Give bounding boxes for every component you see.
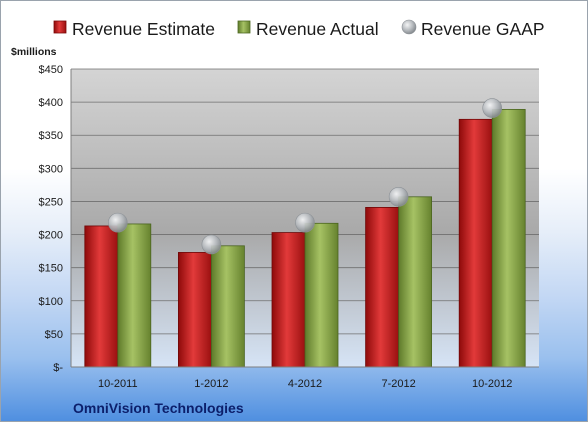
y-tick-label: $100 — [39, 296, 63, 308]
marker-revenue-gaap — [201, 234, 222, 255]
marker-revenue-gaap — [482, 98, 503, 118]
bars — [84, 108, 526, 368]
x-tick-label: 1-2012 — [194, 378, 228, 390]
legend-swatch-revenue-estimate — [53, 20, 67, 34]
y-tick-label: $200 — [39, 230, 63, 242]
marker-revenue-gaap — [108, 212, 128, 233]
y-axis-tick-labels: $- $50 $100 $150 $200 $250 $300 $350 $400 $450 — [39, 64, 64, 374]
gaap-markers — [108, 98, 503, 255]
marker-revenue-gaap — [295, 212, 315, 233]
legend-swatch-revenue-actual — [237, 20, 251, 34]
legend-item-revenue-estimate: Revenue Estimate — [53, 19, 215, 39]
bar-revenue-estimate — [365, 207, 400, 368]
legend-label-revenue-actual: Revenue Actual — [256, 19, 379, 39]
bar-revenue-estimate — [458, 118, 493, 368]
x-axis-tick-labels: 10-2011 1-2012 4-2012 7-2012 10-2012 — [98, 378, 512, 390]
bar-revenue-estimate — [84, 225, 119, 368]
y-tick-label: $450 — [39, 64, 63, 76]
legend-label-revenue-estimate: Revenue Estimate — [72, 19, 215, 39]
bar-revenue-actual — [398, 196, 433, 368]
bar-revenue-actual — [117, 223, 152, 368]
bar-revenue-actual — [210, 245, 245, 368]
bar-revenue-actual — [491, 108, 526, 368]
bar-revenue-estimate — [271, 232, 306, 368]
legend-item-revenue-gaap: Revenue GAAP — [401, 19, 545, 39]
x-tick-label: 10-2011 — [98, 378, 138, 390]
bar-revenue-actual — [304, 222, 339, 368]
legend-item-revenue-actual: Revenue Actual — [237, 19, 379, 39]
bar-revenue-estimate — [177, 252, 212, 368]
x-tick-label: 10-2012 — [472, 378, 512, 390]
marker-revenue-gaap — [388, 187, 409, 207]
y-tick-label: $400 — [39, 97, 63, 109]
y-tick-label: $250 — [39, 196, 63, 208]
y-axis-unit-label: $millions — [11, 46, 57, 58]
legend-swatch-revenue-gaap — [401, 19, 417, 35]
y-tick-label: $150 — [39, 263, 63, 275]
y-tick-label: $- — [53, 362, 63, 374]
legend-label-revenue-gaap: Revenue GAAP — [421, 19, 545, 39]
x-tick-label: 4-2012 — [288, 378, 322, 390]
legend: Revenue Estimate Revenue Actual Revenue … — [53, 19, 545, 39]
y-tick-label: $50 — [45, 329, 63, 341]
y-tick-label: $300 — [39, 163, 63, 175]
y-tick-label: $350 — [39, 130, 63, 142]
company-name: OmniVision Technologies — [73, 400, 244, 416]
x-tick-label: 7-2012 — [381, 378, 415, 390]
